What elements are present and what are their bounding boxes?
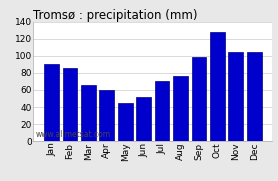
Bar — [155, 81, 170, 141]
Text: Tromsø : precipitation (mm): Tromsø : precipitation (mm) — [33, 9, 198, 22]
Bar — [210, 32, 225, 141]
Bar — [229, 52, 243, 141]
Bar — [247, 52, 262, 141]
Bar — [118, 103, 133, 141]
Bar — [81, 85, 96, 141]
Bar — [192, 57, 206, 141]
Bar — [63, 68, 77, 141]
Bar — [173, 76, 188, 141]
Bar — [136, 97, 151, 141]
Bar — [44, 64, 59, 141]
Text: www.allmetsat.com: www.allmetsat.com — [36, 130, 111, 139]
Bar — [100, 90, 114, 141]
